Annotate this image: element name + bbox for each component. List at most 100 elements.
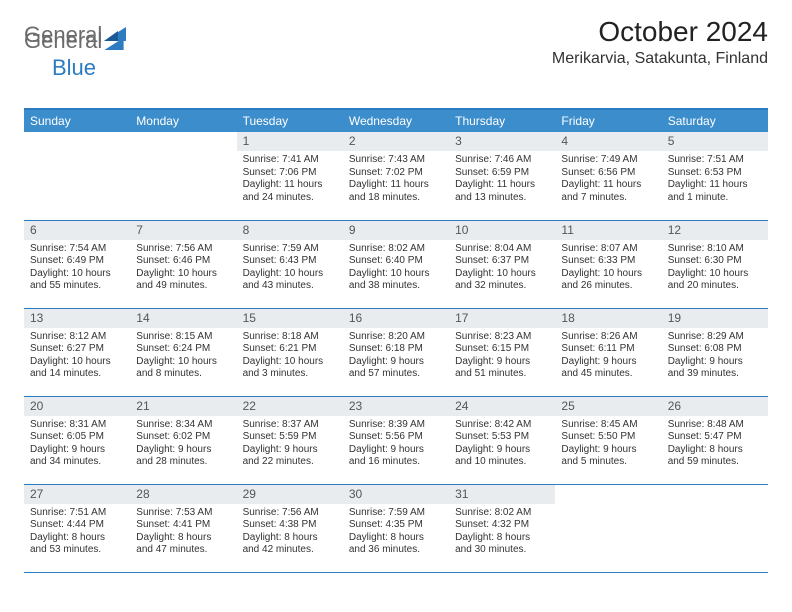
daylight-line: Daylight: 10 hours and 3 minutes.: [243, 356, 337, 381]
calendar-body: 1Sunrise: 7:41 AMSunset: 7:06 PMDaylight…: [24, 132, 768, 572]
day-number: 18: [555, 309, 661, 328]
calendar-cell: 8Sunrise: 7:59 AMSunset: 6:43 PMDaylight…: [237, 220, 343, 308]
day-body: Sunrise: 8:34 AMSunset: 6:02 PMDaylight:…: [130, 416, 236, 473]
calendar-cell: 4Sunrise: 7:49 AMSunset: 6:56 PMDaylight…: [555, 132, 661, 220]
calendar-cell: 27 Sunrise: 7:51 AMSunset: 4:44 PMDayligh…: [24, 484, 130, 572]
day-number: 21: [130, 397, 236, 416]
sunset-line: Sunset: 5:50 PM: [561, 431, 655, 444]
title-block: October 2024 Merikarvia, Satakunta, Finl…: [552, 16, 768, 68]
calendar-cell: 25Sunrise: 8:45 AMSunset: 5:50 PMDayligh…: [555, 396, 661, 484]
calendar-row: 20Sunrise: 8:31 AMSunset: 6:05 PMDayligh…: [24, 396, 768, 484]
day-body: Sunrise: 7:56 AMSunset: 4:38 PMDaylight:…: [237, 504, 343, 561]
day-number: 22: [237, 397, 343, 416]
calendar-cell: [24, 132, 130, 220]
day-body: Sunrise: 8:23 AMSunset: 6:15 PMDaylight:…: [449, 328, 555, 385]
daylight-line: Daylight: 10 hours and 38 minutes.: [349, 268, 443, 293]
sunrise-line: Sunrise: 8:29 AM: [668, 331, 762, 344]
daylight-line: Daylight: 10 hours and 14 minutes.: [30, 356, 124, 381]
daylight-line: Daylight: 9 hours and 51 minutes.: [455, 356, 549, 381]
calendar-cell: 28Sunrise: 7:53 AMSunset: 4:41 PMDayligh…: [130, 484, 236, 572]
daylight-line: Daylight: 10 hours and 49 minutes.: [136, 268, 230, 293]
daylight-line: Daylight: 8 hours and 47 minutes.: [136, 532, 230, 557]
sunset-line: Sunset: 4:35 PM: [349, 519, 443, 532]
day-body: Sunrise: 7:54 AMSunset: 6:49 PMDaylight:…: [24, 240, 130, 297]
day-number: 9: [343, 221, 449, 240]
sunset-line: Sunset: 4:38 PM: [243, 519, 337, 532]
day-body: Sunrise: 8:31 AMSunset: 6:05 PMDaylight:…: [24, 416, 130, 473]
sunrise-line: Sunrise: 8:02 AM: [455, 507, 549, 520]
sunset-line: Sunset: 6:05 PM: [30, 431, 124, 444]
daylight-line: Daylight: 8 hours and 42 minutes.: [243, 532, 337, 557]
sunrise-line: Sunrise: 7:59 AM: [349, 507, 443, 520]
daylight-line: Daylight: 11 hours and 13 minutes.: [455, 179, 549, 204]
day-number: 8: [237, 221, 343, 240]
daylight-line: Daylight: 8 hours and 30 minutes.: [455, 532, 549, 557]
daylight-line: Daylight: 11 hours and 1 minute.: [668, 179, 762, 204]
sunset-line: Sunset: 5:47 PM: [668, 431, 762, 444]
daylight-line: Daylight: 11 hours and 24 minutes.: [243, 179, 337, 204]
day-body: Sunrise: 8:07 AMSunset: 6:33 PMDaylight:…: [555, 240, 661, 297]
calendar-cell: 22Sunrise: 8:37 AMSunset: 5:59 PMDayligh…: [237, 396, 343, 484]
day-number: 12: [662, 221, 768, 240]
day-number: 4: [555, 132, 661, 151]
calendar-cell: 11Sunrise: 8:07 AMSunset: 6:33 PMDayligh…: [555, 220, 661, 308]
sunset-line: Sunset: 7:06 PM: [243, 167, 337, 180]
page-title: October 2024: [552, 16, 768, 48]
calendar-cell: 19Sunrise: 8:29 AMSunset: 6:08 PMDayligh…: [662, 308, 768, 396]
sunrise-line: Sunrise: 8:34 AM: [136, 419, 230, 432]
sunrise-line: Sunrise: 7:51 AM: [30, 507, 124, 520]
daylight-line: Daylight: 8 hours and 59 minutes.: [668, 444, 762, 469]
calendar-cell: 31Sunrise: 8:02 AMSunset: 4:32 PMDayligh…: [449, 484, 555, 572]
calendar-cell: 13Sunrise: 8:12 AMSunset: 6:27 PMDayligh…: [24, 308, 130, 396]
day-number: 7: [130, 221, 236, 240]
calendar-cell: 18Sunrise: 8:26 AMSunset: 6:11 PMDayligh…: [555, 308, 661, 396]
daylight-line: Daylight: 9 hours and 39 minutes.: [668, 356, 762, 381]
sunrise-line: Sunrise: 7:43 AM: [349, 154, 443, 167]
sunset-line: Sunset: 6:49 PM: [30, 255, 124, 268]
day-body: Sunrise: 8:42 AMSunset: 5:53 PMDaylight:…: [449, 416, 555, 473]
sunrise-line: Sunrise: 8:10 AM: [668, 243, 762, 256]
sunrise-line: Sunrise: 8:48 AM: [668, 419, 762, 432]
sunrise-line: Sunrise: 8:02 AM: [349, 243, 443, 256]
sunrise-line: Sunrise: 8:23 AM: [455, 331, 549, 344]
sunrise-line: Sunrise: 8:26 AM: [561, 331, 655, 344]
calendar-table: SundayMondayTuesdayWednesdayThursdayFrid…: [24, 108, 768, 573]
calendar-row: 1Sunrise: 7:41 AMSunset: 7:06 PMDaylight…: [24, 132, 768, 220]
logo-triangle-icon-2: [104, 36, 124, 55]
sunset-line: Sunset: 6:46 PM: [136, 255, 230, 268]
sunset-line: Sunset: 6:37 PM: [455, 255, 549, 268]
sunrise-line: Sunrise: 7:54 AM: [30, 243, 124, 256]
daylight-line: Daylight: 10 hours and 26 minutes.: [561, 268, 655, 293]
daylight-line: Daylight: 10 hours and 32 minutes.: [455, 268, 549, 293]
day-body: Sunrise: 7:59 AMSunset: 4:35 PMDaylight:…: [343, 504, 449, 561]
daylight-line: Daylight: 11 hours and 18 minutes.: [349, 179, 443, 204]
logo-stack: General Blue: [24, 22, 124, 81]
daylight-line: Daylight: 9 hours and 45 minutes.: [561, 356, 655, 381]
day-body: Sunrise: 8:12 AMSunset: 6:27 PMDaylight:…: [24, 328, 130, 385]
day-number: 27: [24, 485, 130, 504]
day-body: Sunrise: 7:59 AMSunset: 6:43 PMDaylight:…: [237, 240, 343, 297]
weekday-header: Tuesday: [237, 109, 343, 132]
day-body: Sunrise: 8:48 AMSunset: 5:47 PMDaylight:…: [662, 416, 768, 473]
sunset-line: Sunset: 4:41 PM: [136, 519, 230, 532]
day-body: Sunrise: 7:46 AMSunset: 6:59 PMDaylight:…: [449, 151, 555, 208]
daylight-line: Daylight: 9 hours and 22 minutes.: [243, 444, 337, 469]
day-body: Sunrise: 8:20 AMSunset: 6:18 PMDaylight:…: [343, 328, 449, 385]
day-number: 3: [449, 132, 555, 151]
daylight-line: Daylight: 10 hours and 55 minutes.: [30, 268, 124, 293]
day-body: Sunrise: 8:18 AMSunset: 6:21 PMDaylight:…: [237, 328, 343, 385]
day-number: 11: [555, 221, 661, 240]
day-number: 15: [237, 309, 343, 328]
day-number: 20: [24, 397, 130, 416]
daylight-line: Daylight: 8 hours and 53 minutes.: [30, 532, 124, 557]
day-number: 24: [449, 397, 555, 416]
weekday-header: Saturday: [662, 109, 768, 132]
sunset-line: Sunset: 4:44 PM: [30, 519, 124, 532]
calendar-row: 13Sunrise: 8:12 AMSunset: 6:27 PMDayligh…: [24, 308, 768, 396]
sunrise-line: Sunrise: 7:59 AM: [243, 243, 337, 256]
sunset-line: Sunset: 6:21 PM: [243, 343, 337, 356]
day-number: 10: [449, 221, 555, 240]
daylight-line: Daylight: 9 hours and 10 minutes.: [455, 444, 549, 469]
weekday-header: Wednesday: [343, 109, 449, 132]
calendar-cell: [130, 132, 236, 220]
